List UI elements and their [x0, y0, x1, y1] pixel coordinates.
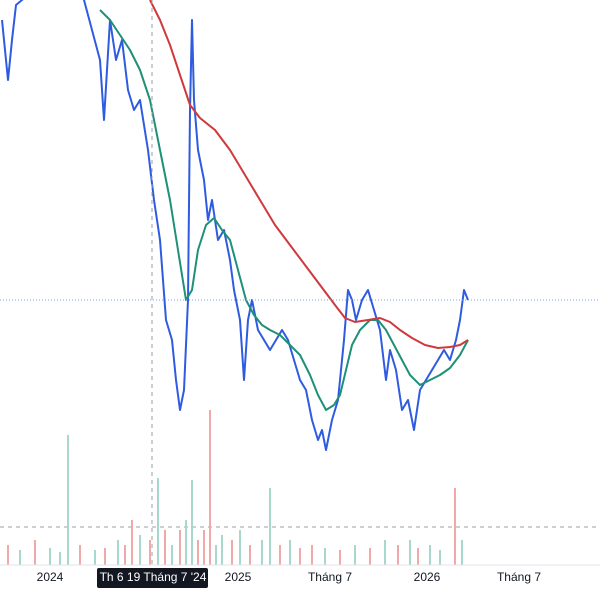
volume-bar	[164, 530, 166, 565]
volume-bar	[79, 545, 81, 565]
volume-bar	[369, 548, 371, 565]
volume-layer	[7, 410, 463, 565]
volume-bar	[417, 548, 419, 565]
x-tick-label: 2026	[414, 570, 441, 584]
crosshair-label: Th 6 19 Tháng 7 '24	[100, 570, 207, 584]
price-line	[1, 0, 469, 451]
volume-bar	[117, 540, 119, 565]
volume-bar	[299, 548, 301, 565]
volume-bar	[104, 548, 106, 565]
x-axis: 2024 2025 Tháng 7 2026 Tháng 7 Th 6 19 Tháng …	[0, 564, 600, 588]
volume-bar	[191, 480, 193, 565]
volume-bar	[94, 550, 96, 565]
volume-bar	[67, 435, 69, 565]
line-layer	[1, 0, 469, 451]
price-line	[99, 9, 469, 411]
volume-bar	[139, 535, 141, 565]
volume-bar	[19, 550, 21, 565]
volume-bar	[185, 520, 187, 565]
volume-bar	[197, 540, 199, 565]
x-tick-label: 2025	[225, 570, 252, 584]
volume-bar	[124, 545, 126, 565]
x-tick-label: 2024	[37, 570, 64, 584]
volume-bar	[289, 540, 291, 565]
volume-bar	[461, 540, 463, 565]
volume-bar	[324, 548, 326, 565]
volume-bar	[215, 545, 217, 565]
volume-bar	[157, 478, 159, 565]
volume-bar	[131, 520, 133, 565]
volume-bar	[311, 545, 313, 565]
volume-bar	[239, 530, 241, 565]
volume-bar	[179, 530, 181, 565]
volume-bar	[409, 540, 411, 565]
x-tick-label: Tháng 7	[308, 570, 352, 584]
crosshair-label-box	[97, 568, 208, 588]
volume-bar	[261, 540, 263, 565]
volume-bar	[249, 545, 251, 565]
volume-bar	[384, 540, 386, 565]
x-tick-label: Tháng 7	[497, 570, 541, 584]
volume-bar	[171, 545, 173, 565]
volume-bar	[429, 545, 431, 565]
volume-bar	[221, 535, 223, 565]
volume-bar	[439, 550, 441, 565]
volume-bar	[7, 545, 9, 565]
volume-bar	[269, 488, 271, 565]
volume-bar	[279, 545, 281, 565]
volume-bar	[231, 540, 233, 565]
volume-bar	[49, 548, 51, 565]
volume-bar	[354, 545, 356, 565]
volume-bar	[149, 540, 151, 565]
price-line	[149, 0, 469, 349]
volume-bar	[209, 410, 211, 565]
volume-bar	[203, 530, 205, 565]
volume-bar	[454, 488, 456, 565]
volume-bar	[339, 550, 341, 565]
volume-bar	[34, 540, 36, 565]
volume-bar	[59, 552, 61, 565]
volume-bar	[397, 545, 399, 565]
